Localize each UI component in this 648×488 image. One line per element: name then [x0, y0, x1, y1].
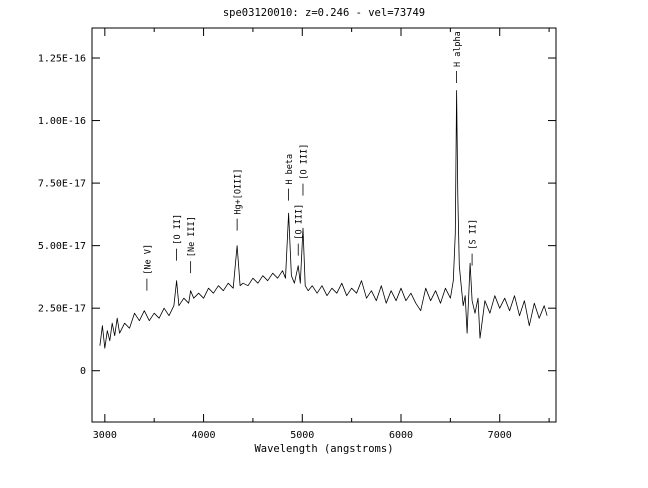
- emission-line-label: [O II]: [173, 214, 183, 245]
- x-tick-label: 3000: [93, 430, 117, 441]
- x-axis: 3000 4000 5000 6000 7000: [93, 28, 550, 441]
- x-tick-label: 7000: [488, 430, 512, 441]
- x-tick-label: 4000: [192, 430, 216, 441]
- y-tick-label: 1.00E-16: [38, 116, 86, 127]
- emission-line-label: H alpha: [453, 31, 463, 67]
- x-tick-label: 6000: [389, 430, 413, 441]
- emission-line-label: Hg+[OIII]: [234, 169, 244, 215]
- emission-line-label: [S II]: [469, 219, 479, 250]
- plot-frame: [91, 27, 557, 423]
- emission-line-label: H beta: [285, 154, 295, 185]
- spectrum-line: [99, 90, 548, 349]
- y-tick-label: 2.50E-17: [38, 304, 86, 315]
- emission-line-label: [O III]: [295, 204, 305, 240]
- emission-line-label: [Ne V]: [143, 244, 153, 275]
- y-tick-label: 5.00E-17: [38, 241, 86, 252]
- chart-title: spe03120010: z=0.246 - vel=73749: [223, 7, 425, 19]
- emission-line-labels: [Ne V] [O II] [Ne III] Hg+[OIII] H beta [O II…: [143, 31, 479, 291]
- x-axis-label: Wavelength (angstroms): [254, 443, 393, 455]
- y-tick-label: 1.25E-16: [38, 54, 86, 65]
- x-tick-label: 5000: [290, 430, 314, 441]
- y-axis: 0 2.50E-17 5.00E-17 7.50E-17 1.00E-16 1.25E-1…: [38, 54, 556, 377]
- emission-line-label: [O III]: [299, 144, 309, 180]
- y-tick-label: 0: [80, 366, 86, 377]
- y-tick-label: 7.50E-17: [38, 179, 86, 190]
- emission-line-label: [Ne III]: [187, 216, 197, 257]
